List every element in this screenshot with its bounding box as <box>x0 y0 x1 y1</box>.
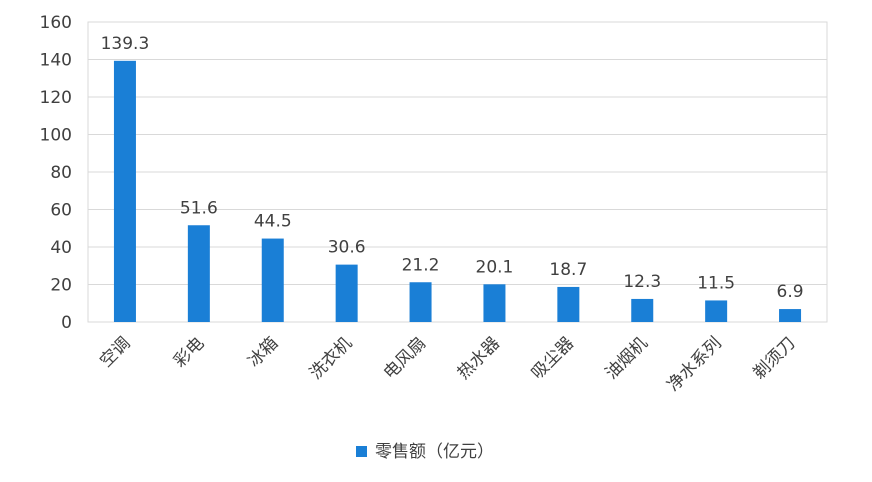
data-label: 139.3 <box>101 34 150 54</box>
data-label: 21.2 <box>402 255 440 275</box>
bar <box>261 238 284 322</box>
x-tick-label: 冰箱 <box>244 333 282 371</box>
x-axis-ticks: 空调 彩电 冰箱 洗衣机 电风扇 热水器 吸尘器 油烟机 净水系列 剃须刀 <box>96 333 799 395</box>
y-tick-label: 140 <box>40 51 72 71</box>
y-tick-label: 160 <box>40 13 72 33</box>
y-tick-label: 0 <box>61 313 72 333</box>
legend-swatch <box>356 446 367 457</box>
bar <box>483 284 506 322</box>
data-label: 20.1 <box>476 257 514 277</box>
data-label: 18.7 <box>549 260 587 280</box>
y-tick-label: 40 <box>50 238 72 258</box>
y-tick-label: 100 <box>40 126 72 146</box>
x-tick-label: 吸尘器 <box>528 333 578 383</box>
data-label: 12.3 <box>623 272 661 292</box>
x-tick-label: 空调 <box>96 333 134 371</box>
x-tick-label: 彩电 <box>170 333 208 371</box>
bar <box>779 309 802 322</box>
bar <box>557 286 580 322</box>
x-tick-label: 热水器 <box>454 333 504 383</box>
bar <box>409 282 432 322</box>
data-label: 51.6 <box>180 198 218 218</box>
data-label: 44.5 <box>254 212 292 232</box>
bars <box>113 60 802 322</box>
x-tick-label: 油烟机 <box>602 333 652 383</box>
y-tick-label: 20 <box>50 276 72 296</box>
legend: 零售额（亿元） <box>356 442 494 462</box>
y-axis-ticks: 0 20 40 60 80 100 120 140 160 <box>40 13 72 333</box>
data-label: 11.5 <box>697 273 735 293</box>
data-label: 6.9 <box>777 282 804 302</box>
bar <box>187 225 210 322</box>
data-label: 30.6 <box>328 238 366 258</box>
data-labels: 139.3 51.6 44.5 30.6 21.2 20.1 18.7 12.3 11.5 6.9 <box>101 34 804 302</box>
y-tick-label: 120 <box>40 88 72 108</box>
y-tick-label: 80 <box>50 163 72 183</box>
bar <box>113 60 136 322</box>
y-tick-label: 60 <box>50 201 72 221</box>
bar <box>631 298 654 322</box>
plot-area-frame <box>87 21 828 323</box>
x-tick-label: 剃须刀 <box>749 333 799 383</box>
bar <box>705 300 728 322</box>
x-tick-label: 净水系列 <box>663 333 725 395</box>
x-tick-label: 洗衣机 <box>306 333 356 383</box>
bar <box>335 264 358 322</box>
x-tick-label: 电风扇 <box>380 333 430 383</box>
legend-label: 零售额（亿元） <box>375 442 494 462</box>
